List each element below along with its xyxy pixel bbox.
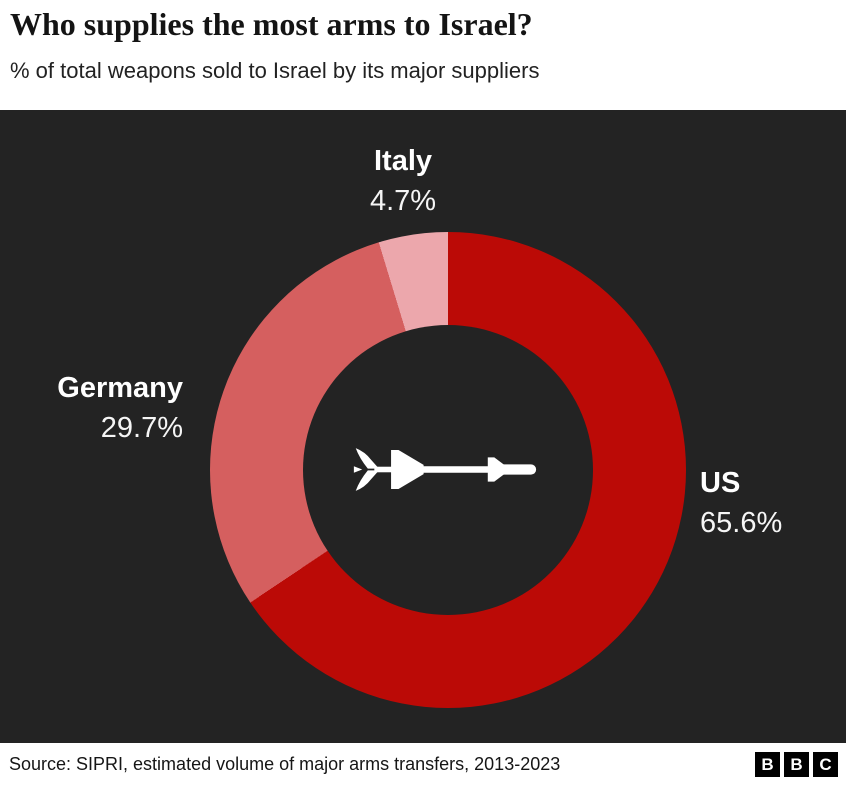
missile-rod — [374, 466, 393, 473]
slice-country-us: US — [700, 467, 741, 499]
header: Who supplies the most arms to Israel? % … — [0, 0, 846, 110]
missile-canard-fins — [487, 457, 506, 482]
missile-tail-fin-top — [355, 448, 379, 469]
footer: Source: SIPRI, estimated volume of major… — [0, 743, 846, 787]
missile-mid-fins — [391, 449, 424, 490]
source-text: Source: SIPRI, estimated volume of major… — [9, 754, 561, 774]
missile-body — [420, 466, 496, 473]
chart-panel: Italy 4.7% Germany 29.7% US 65.6% — [0, 110, 846, 743]
bbc-logo: B B C — [755, 752, 838, 777]
slice-value-germany: 29.7% — [100, 412, 183, 444]
page-title: Who supplies the most arms to Israel? — [10, 6, 533, 42]
slice-label-us: US 65.6% — [700, 466, 782, 540]
bbc-logo-letter: B — [784, 752, 809, 777]
missile-nose — [498, 464, 537, 475]
missile-icon — [353, 448, 537, 491]
slice-value-us: 65.6% — [700, 507, 783, 539]
page-subtitle: % of total weapons sold to Israel by its… — [10, 58, 540, 83]
missile-tail-fin-bottom — [355, 470, 379, 491]
bbc-logo-letter: B — [755, 752, 780, 777]
slice-country-germany: Germany — [57, 372, 183, 404]
slice-value-italy: 4.7% — [369, 185, 437, 217]
bbc-logo-letter: C — [813, 752, 838, 777]
donut-chart — [210, 232, 686, 708]
slice-country-italy: Italy — [373, 145, 433, 177]
missile-tail-notch — [353, 466, 363, 473]
slice-label-italy: Italy 4.7% — [313, 144, 493, 218]
slice-label-germany: Germany 29.7% — [0, 371, 183, 445]
